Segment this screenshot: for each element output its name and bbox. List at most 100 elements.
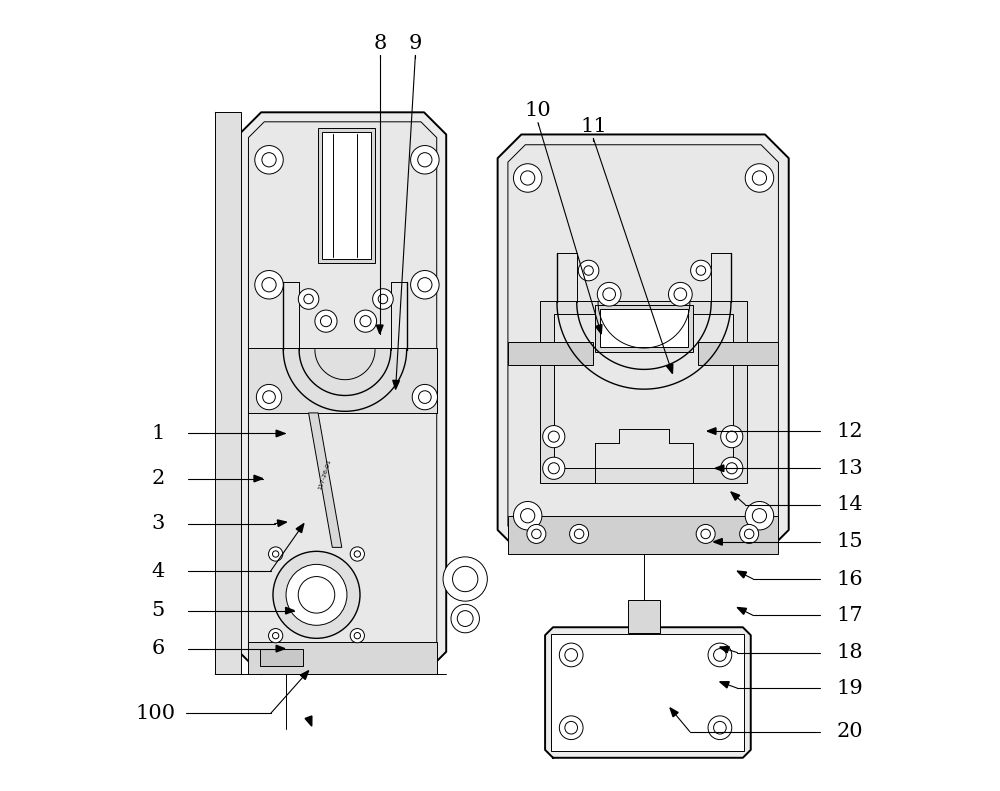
- Circle shape: [286, 565, 347, 625]
- Circle shape: [378, 294, 388, 304]
- Bar: [551, 634, 744, 751]
- Text: 16: 16: [836, 570, 863, 589]
- Circle shape: [597, 282, 621, 306]
- Polygon shape: [286, 607, 294, 614]
- Bar: [248, 642, 437, 674]
- Text: 8: 8: [373, 34, 386, 53]
- Polygon shape: [276, 430, 285, 437]
- Polygon shape: [707, 428, 716, 434]
- Circle shape: [521, 509, 535, 523]
- Circle shape: [273, 551, 360, 638]
- Circle shape: [373, 289, 393, 309]
- Circle shape: [513, 501, 542, 530]
- Circle shape: [701, 529, 710, 539]
- Polygon shape: [720, 682, 729, 688]
- Bar: [595, 305, 693, 352]
- Circle shape: [708, 643, 732, 667]
- Text: 10: 10: [525, 101, 551, 120]
- Text: 2: 2: [152, 469, 165, 488]
- Circle shape: [298, 289, 319, 309]
- Circle shape: [565, 649, 578, 661]
- Bar: [508, 516, 778, 554]
- Circle shape: [354, 551, 360, 557]
- Circle shape: [451, 604, 479, 633]
- Text: 14: 14: [836, 495, 863, 514]
- Polygon shape: [545, 627, 751, 758]
- Polygon shape: [667, 364, 673, 373]
- Circle shape: [543, 426, 565, 448]
- Circle shape: [350, 547, 364, 561]
- Text: 17: 17: [836, 606, 863, 625]
- Circle shape: [272, 633, 279, 639]
- Bar: [698, 342, 778, 365]
- Polygon shape: [670, 708, 678, 717]
- Polygon shape: [737, 571, 747, 578]
- Circle shape: [315, 310, 337, 332]
- Circle shape: [418, 153, 432, 167]
- Bar: [215, 112, 241, 674]
- Text: 3: 3: [152, 514, 165, 533]
- Circle shape: [691, 260, 711, 281]
- Circle shape: [559, 643, 583, 667]
- Circle shape: [548, 431, 559, 442]
- Circle shape: [574, 529, 584, 539]
- Polygon shape: [508, 145, 778, 543]
- Circle shape: [708, 716, 732, 740]
- Bar: [540, 301, 747, 483]
- Circle shape: [565, 721, 578, 734]
- Polygon shape: [737, 607, 747, 615]
- Circle shape: [548, 463, 559, 474]
- Circle shape: [354, 310, 377, 332]
- Text: 1: 1: [152, 424, 165, 443]
- Bar: [318, 128, 375, 263]
- Polygon shape: [714, 539, 722, 545]
- Circle shape: [256, 384, 282, 410]
- Bar: [600, 309, 688, 347]
- Circle shape: [745, 501, 774, 530]
- Circle shape: [269, 547, 283, 561]
- Circle shape: [603, 288, 615, 301]
- Circle shape: [559, 716, 583, 740]
- Circle shape: [360, 316, 371, 327]
- Circle shape: [457, 611, 473, 626]
- Circle shape: [269, 629, 283, 643]
- Polygon shape: [393, 380, 399, 389]
- Bar: [554, 314, 733, 468]
- Polygon shape: [296, 524, 304, 532]
- Circle shape: [262, 153, 276, 167]
- Polygon shape: [254, 475, 263, 482]
- Circle shape: [419, 391, 431, 403]
- Text: 4: 4: [152, 562, 165, 581]
- Circle shape: [721, 426, 743, 448]
- Circle shape: [714, 649, 726, 661]
- Circle shape: [453, 566, 478, 592]
- Circle shape: [320, 316, 332, 327]
- Bar: [248, 348, 437, 413]
- Circle shape: [443, 557, 487, 601]
- Polygon shape: [731, 492, 740, 500]
- Text: 18: 18: [836, 643, 863, 662]
- Circle shape: [714, 721, 726, 734]
- Circle shape: [262, 278, 276, 292]
- Circle shape: [532, 529, 541, 539]
- Text: 5: 5: [152, 601, 165, 620]
- Polygon shape: [715, 465, 724, 471]
- Circle shape: [721, 457, 743, 479]
- Circle shape: [570, 524, 589, 543]
- Text: 19: 19: [836, 679, 863, 698]
- Polygon shape: [498, 134, 789, 554]
- Circle shape: [513, 164, 542, 192]
- Bar: [628, 600, 660, 633]
- Text: 6: 6: [152, 639, 165, 658]
- Text: 117-26-01: 117-26-01: [317, 459, 332, 490]
- Circle shape: [668, 282, 692, 306]
- Text: 20: 20: [836, 722, 863, 741]
- Circle shape: [740, 524, 759, 543]
- Polygon shape: [277, 520, 286, 527]
- Polygon shape: [300, 671, 309, 679]
- Text: 15: 15: [836, 532, 863, 551]
- Circle shape: [411, 146, 439, 174]
- Polygon shape: [596, 324, 602, 334]
- Circle shape: [521, 171, 535, 185]
- Text: 100: 100: [136, 704, 176, 723]
